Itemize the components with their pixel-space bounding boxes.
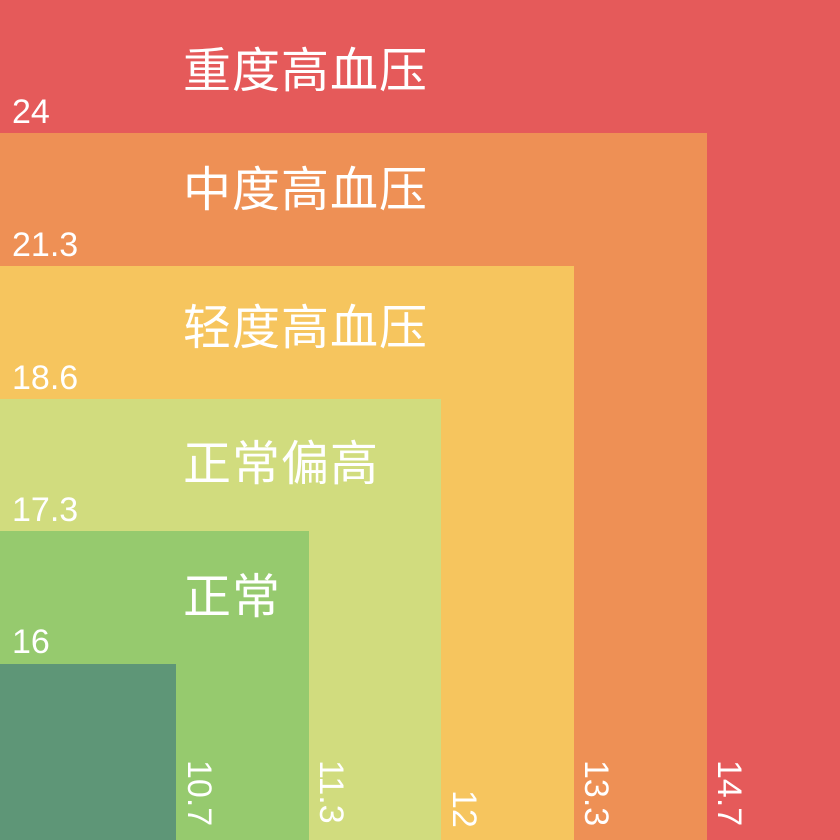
diastolic-label-12: 12 [445, 790, 483, 828]
title-high-normal: 正常偏高 [183, 436, 380, 492]
systolic-label-17-3: 17.3 [12, 491, 79, 529]
title-severe: 重度高血压 [183, 43, 429, 99]
diastolic-label-13-3: 13.3 [577, 760, 615, 827]
diastolic-label-14-7: 14.7 [710, 760, 748, 827]
systolic-label-18-6: 18.6 [12, 359, 79, 397]
zone-optimal [0, 664, 176, 840]
systolic-label-21-3: 21.3 [12, 226, 79, 264]
systolic-label-24: 24 [12, 93, 50, 131]
diastolic-label-11-3: 11.3 [312, 760, 350, 824]
title-mild: 轻度高血压 [183, 300, 429, 356]
diastolic-label-10-7: 10.7 [180, 760, 218, 827]
title-normal: 正常 [183, 569, 282, 625]
systolic-label-16: 16 [12, 623, 50, 661]
title-moderate: 中度高血压 [183, 162, 429, 218]
